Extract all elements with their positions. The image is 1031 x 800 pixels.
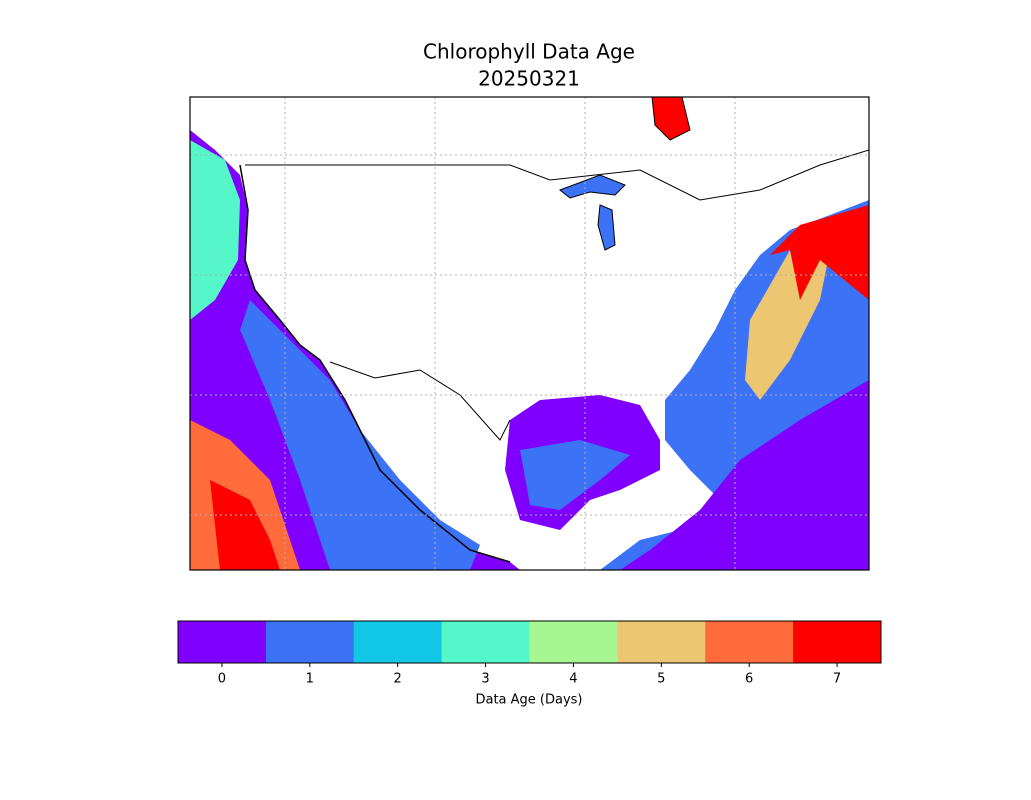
colorbar: 0 1 2 3 4 5 6 7	[177, 620, 882, 687]
colorbar-label: Data Age (Days)	[475, 693, 582, 708]
colorbar-tick-label: 4	[569, 672, 577, 687]
colorbar-segment	[529, 621, 618, 663]
atlantic-purple	[620, 380, 869, 570]
colorbar-tick-label: 3	[481, 672, 489, 687]
colorbar-tick-label: 6	[745, 672, 753, 687]
colorbar-segment	[793, 621, 882, 663]
colorbar-tick-label: 7	[833, 672, 841, 687]
mexico-border	[329, 361, 511, 441]
atlantic-orange	[745, 250, 830, 400]
subtitle: 20250321	[478, 67, 580, 91]
lake-michigan	[597, 204, 616, 251]
graticule	[190, 97, 869, 570]
colorbar-segment	[178, 621, 267, 663]
colorbar-tick-label: 0	[218, 672, 226, 687]
great-lakes	[559, 174, 626, 199]
colorbar-tick-label: 5	[657, 672, 665, 687]
gulf-blue	[520, 440, 630, 510]
colorbar-segment	[617, 621, 706, 663]
country-border	[245, 149, 869, 201]
title: Chlorophyll Data Age	[423, 40, 635, 64]
pacific-far-west	[190, 140, 240, 320]
coast-border	[239, 164, 511, 563]
colorbar-segment	[441, 621, 530, 663]
pacific-ocean	[190, 130, 520, 570]
map	[189, 96, 870, 571]
hudson-bay	[651, 97, 691, 141]
map-frame	[189, 96, 870, 571]
colorbar-frame	[177, 620, 882, 664]
colorbar-segment	[265, 621, 355, 663]
pacific-southwest-red	[210, 480, 280, 570]
colorbar-tick-label: 2	[394, 672, 402, 687]
colorbar-segment	[705, 621, 794, 663]
atlantic-red	[770, 205, 869, 300]
colorbar-segment	[353, 621, 443, 663]
colorbar-tick-label: 1	[306, 672, 314, 687]
pacific-blue	[240, 300, 480, 570]
